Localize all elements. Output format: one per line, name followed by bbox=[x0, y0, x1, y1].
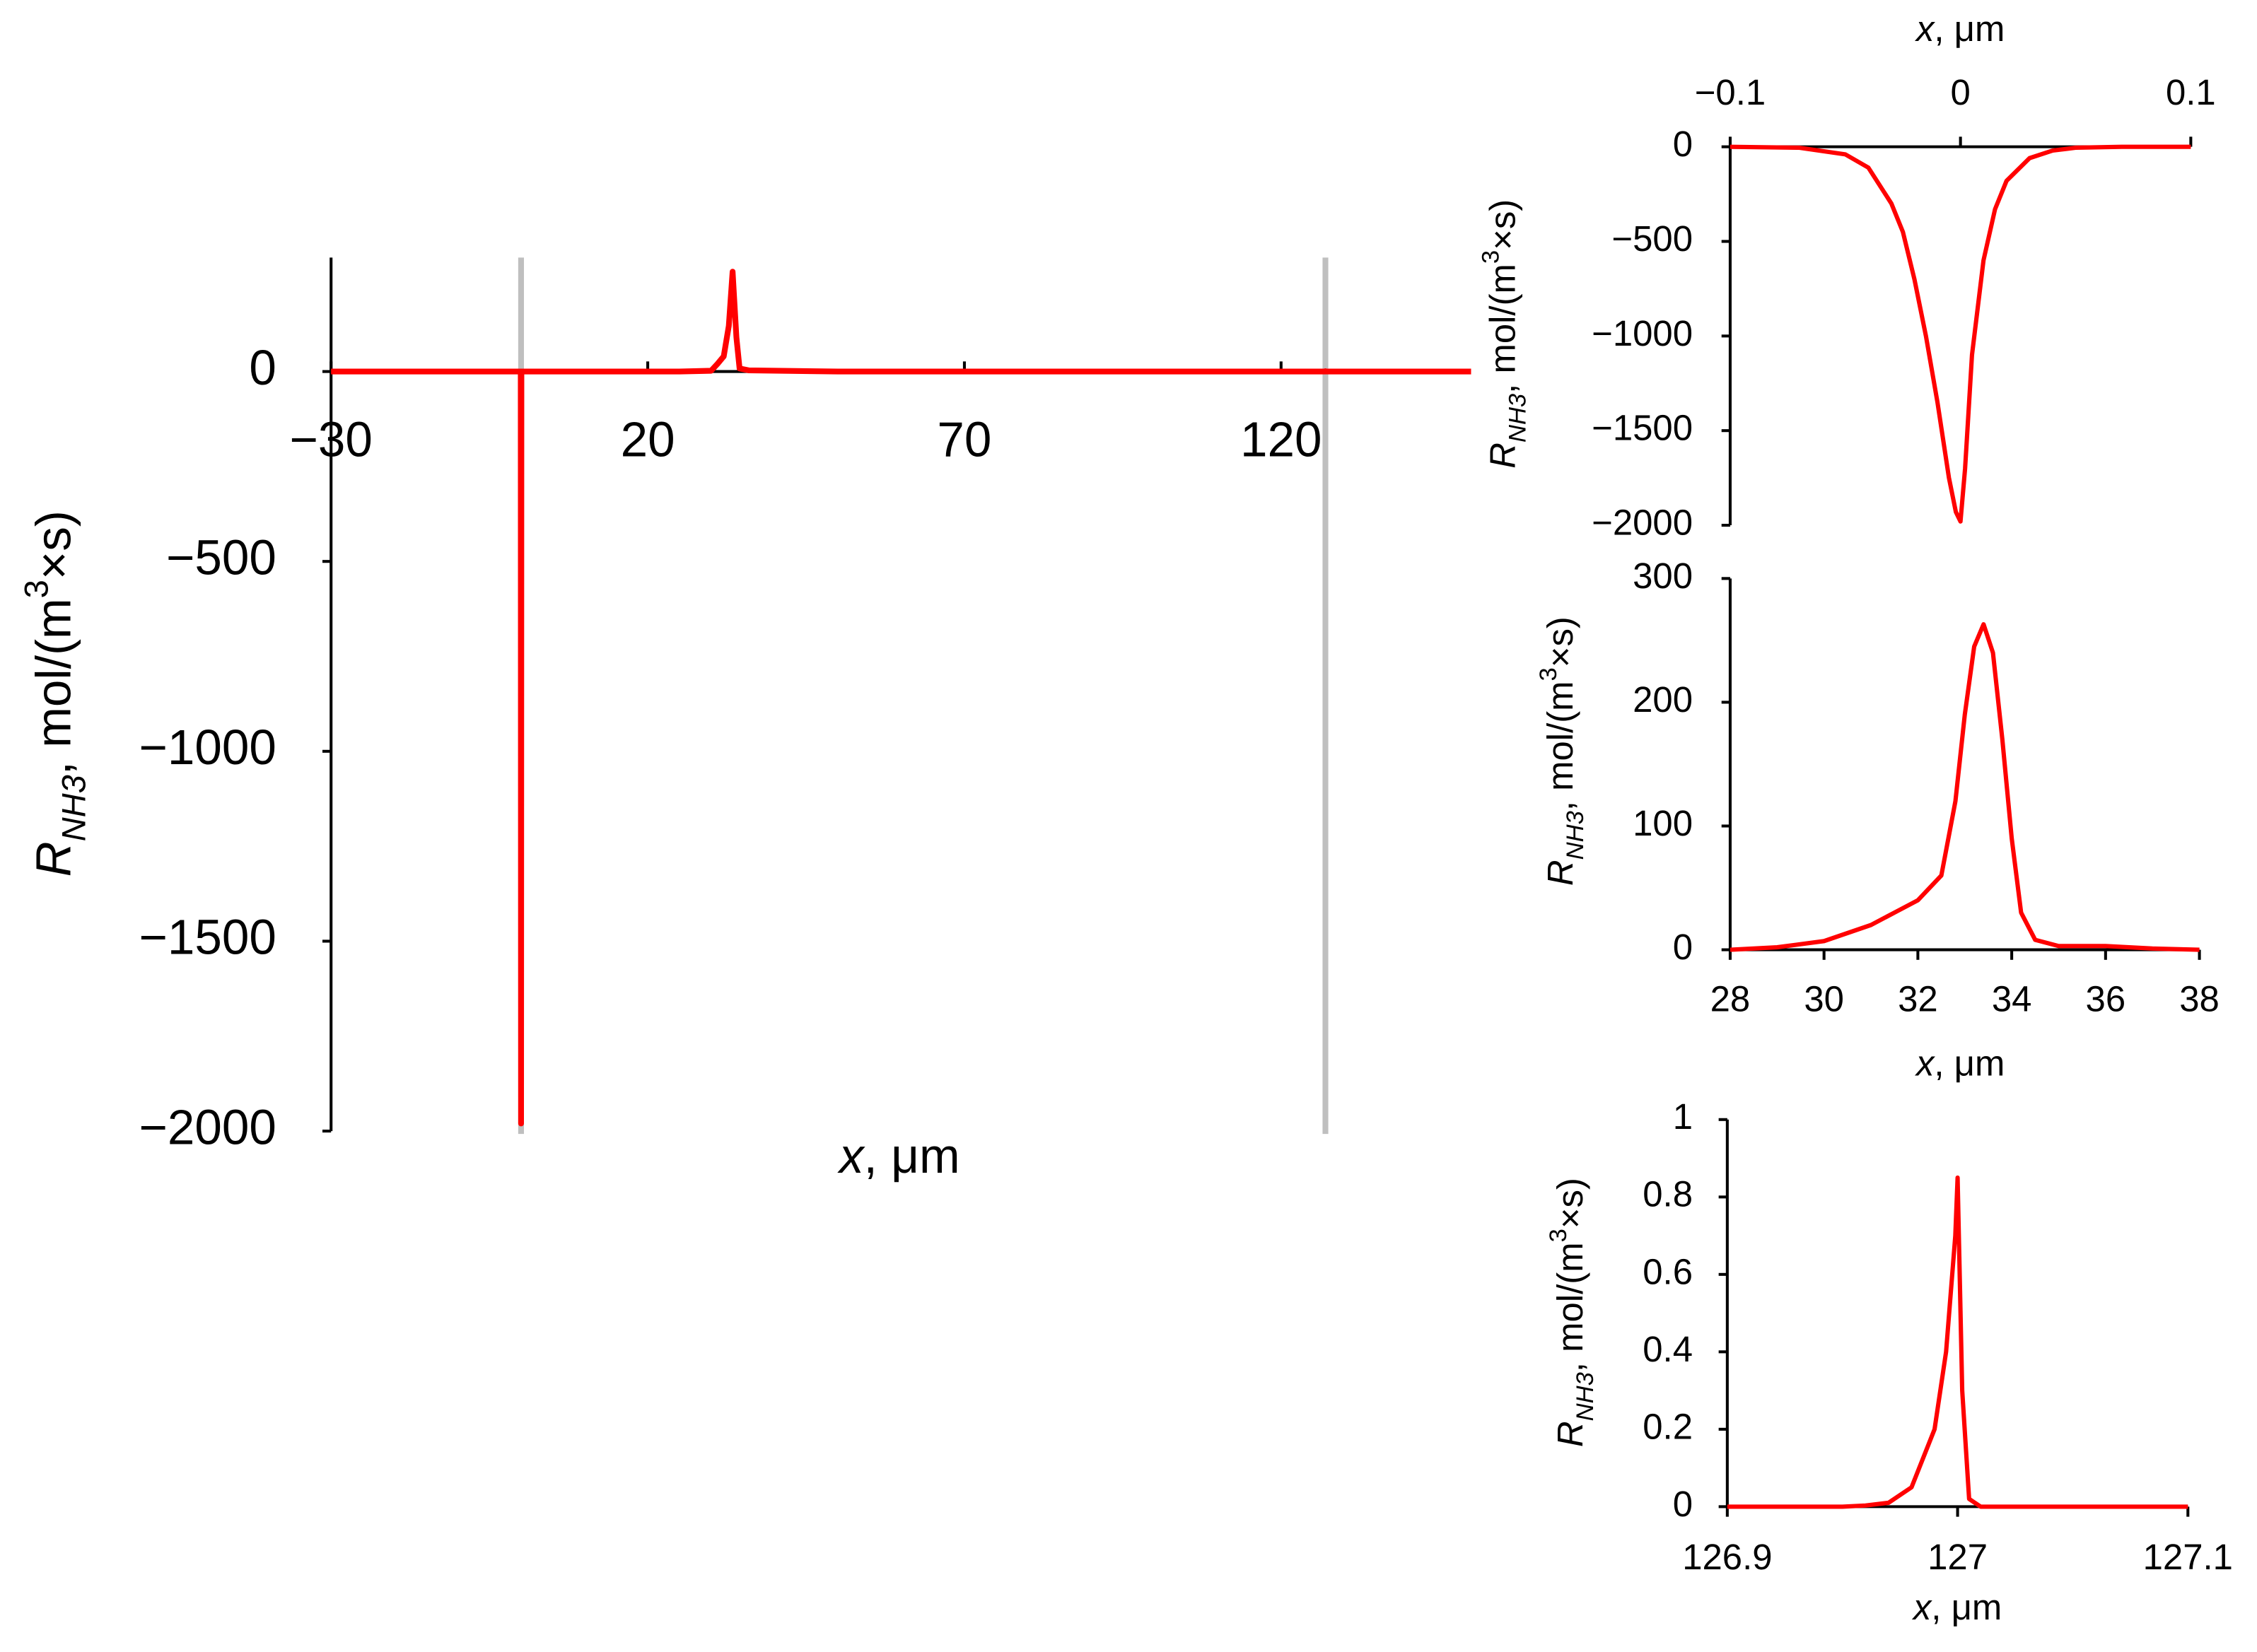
x-label-part: x bbox=[1911, 1587, 1932, 1627]
x-axis-label: x, μm bbox=[1914, 1043, 2005, 1084]
y-label-part: ×s) bbox=[1540, 616, 1580, 667]
x-axis-label: x, μm bbox=[1914, 8, 2005, 49]
y-tick-label: 0.2 bbox=[1643, 1406, 1693, 1446]
y-label-part: 3 bbox=[17, 580, 54, 598]
y-axis-label: RNH3, mol/(m3×s) bbox=[17, 510, 92, 877]
y-tick-label: 0.6 bbox=[1643, 1251, 1693, 1291]
x-tick-label: 32 bbox=[1898, 978, 1938, 1019]
x-tick-label: 36 bbox=[2086, 978, 2126, 1019]
data-line bbox=[1730, 622, 2200, 952]
y-tick-label: 0 bbox=[249, 340, 276, 395]
y-tick-label: 0 bbox=[1673, 124, 1693, 164]
x-tick-label: 30 bbox=[1804, 978, 1844, 1019]
data-line bbox=[1730, 144, 2191, 524]
y-label-part: 3 bbox=[1545, 1229, 1572, 1242]
x-label-part: , μm bbox=[1934, 8, 2005, 49]
y-tick-label: −500 bbox=[1611, 218, 1693, 259]
chart: 126.9 127 127.1 0 0.2 0.4 0.6 0.8 1 x, μm RNH3, mo… bbox=[1545, 1096, 2233, 1627]
x-tick-label: 34 bbox=[1992, 978, 2032, 1019]
y-tick-label: −1500 bbox=[1592, 408, 1693, 448]
y-tick-label: 100 bbox=[1633, 803, 1693, 843]
data-line bbox=[1727, 1175, 2188, 1509]
chart: 28 30 32 34 36 38 0 100 200 300 x, μm RNH3, mol/(m3… bbox=[1535, 556, 2220, 1084]
y-label-part: , mol/(m bbox=[1540, 681, 1580, 811]
y-tick-label: −500 bbox=[166, 529, 276, 585]
y-label-part: NH3 bbox=[1504, 394, 1531, 443]
x-axis-label: x, μm bbox=[1911, 1587, 2002, 1627]
y-tick-label: 300 bbox=[1633, 556, 1693, 596]
x-tick-label: 70 bbox=[937, 411, 991, 467]
x-tick-label: 126.9 bbox=[1682, 1537, 1772, 1577]
y-tick-label: 200 bbox=[1633, 679, 1693, 720]
y-label-part: , mol/(m bbox=[1483, 264, 1523, 394]
y-label-part: R bbox=[1483, 443, 1523, 469]
y-label-part: NH3 bbox=[1562, 811, 1589, 860]
y-label-part: , mol/(m bbox=[26, 598, 81, 775]
y-tick-label: 0.4 bbox=[1643, 1329, 1693, 1369]
x-tick-label: −30 bbox=[290, 411, 373, 467]
x-label-part: x bbox=[1914, 1043, 1935, 1084]
x-label-part: , μm bbox=[1934, 1043, 2005, 1084]
y-label-part: NH3 bbox=[54, 775, 92, 841]
y-label-part: R bbox=[1550, 1421, 1590, 1447]
y-tick-label: −1500 bbox=[139, 910, 276, 965]
x-label-part: , μm bbox=[864, 1128, 960, 1183]
x-tick-label: 120 bbox=[1240, 411, 1322, 467]
x-label-part: x bbox=[1914, 8, 1935, 49]
y-label-part: 3 bbox=[1535, 667, 1562, 681]
chart: −30 20 70 120 −2000 −1500 −1000 −500 0 x, μm RNH3,… bbox=[17, 257, 1471, 1183]
x-label-part: x bbox=[837, 1128, 865, 1183]
y-axis-label: RNH3, mol/(m3×s) bbox=[1535, 616, 1589, 886]
y-tick-label: −1000 bbox=[1592, 313, 1693, 353]
y-tick-label: −2000 bbox=[139, 1099, 276, 1154]
y-label-part: R bbox=[1540, 860, 1580, 886]
data-line bbox=[331, 269, 1471, 1127]
x-axis-label: x, μm bbox=[837, 1128, 960, 1183]
x-tick-label: 28 bbox=[1710, 978, 1751, 1019]
x-tick-label: 127.1 bbox=[2143, 1537, 2233, 1577]
x-tick-label: 0 bbox=[1950, 72, 1970, 112]
y-tick-label: −1000 bbox=[139, 720, 276, 775]
x-tick-label: 127 bbox=[1928, 1537, 1988, 1577]
y-label-part: R bbox=[26, 841, 81, 877]
y-tick-label: 0 bbox=[1673, 1484, 1693, 1524]
y-label-part: , mol/(m bbox=[1550, 1242, 1590, 1372]
x-tick-label: 20 bbox=[621, 411, 675, 467]
y-label-part: NH3 bbox=[1572, 1372, 1599, 1421]
y-label-part: ×s) bbox=[1483, 199, 1523, 250]
y-tick-label: −2000 bbox=[1592, 502, 1693, 542]
y-tick-label: 0 bbox=[1673, 927, 1693, 967]
x-label-part: , μm bbox=[1931, 1587, 2002, 1627]
x-tick-label: −0.1 bbox=[1695, 72, 1766, 112]
x-tick-label: 38 bbox=[2179, 978, 2220, 1019]
y-tick-label: 0.8 bbox=[1643, 1174, 1693, 1214]
y-axis-label: RNH3, mol/(m3×s) bbox=[1477, 199, 1531, 469]
y-tick-label: 1 bbox=[1673, 1096, 1693, 1137]
y-label-part: ×s) bbox=[26, 510, 81, 580]
x-tick-label: 0.1 bbox=[2166, 72, 2216, 112]
y-label-part: 3 bbox=[1477, 250, 1504, 264]
y-label-part: ×s) bbox=[1550, 1178, 1590, 1229]
y-axis-label: RNH3, mol/(m3×s) bbox=[1545, 1178, 1599, 1447]
